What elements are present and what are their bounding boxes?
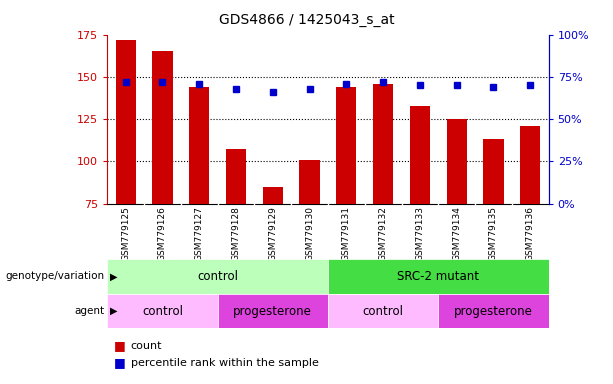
Text: SRC-2 mutant: SRC-2 mutant (397, 270, 479, 283)
Text: GSM779131: GSM779131 (342, 206, 351, 261)
Bar (438, 294, 549, 328)
Bar (520, 126, 541, 204)
Bar (263, 187, 283, 204)
Bar (373, 84, 394, 204)
Bar (107, 259, 328, 294)
Text: control: control (197, 270, 238, 283)
Text: GDS4866 / 1425043_s_at: GDS4866 / 1425043_s_at (219, 13, 394, 27)
Bar (153, 51, 173, 204)
Text: agent: agent (74, 306, 104, 316)
Text: ■: ■ (113, 339, 125, 352)
Text: GSM779130: GSM779130 (305, 206, 314, 261)
Text: GSM779136: GSM779136 (526, 206, 535, 261)
Bar (447, 119, 467, 204)
Text: ▶: ▶ (110, 271, 117, 281)
Bar (299, 160, 320, 204)
Text: GSM779128: GSM779128 (232, 206, 240, 261)
Text: GSM779129: GSM779129 (268, 206, 277, 261)
Text: control: control (363, 305, 403, 318)
Bar (328, 259, 549, 294)
Bar (484, 139, 504, 204)
Bar (328, 294, 438, 328)
Text: GSM779134: GSM779134 (452, 206, 461, 261)
Text: progesterone: progesterone (454, 305, 533, 318)
Text: GSM779135: GSM779135 (489, 206, 498, 261)
Text: genotype/variation: genotype/variation (5, 271, 104, 281)
Text: progesterone: progesterone (234, 305, 312, 318)
Bar (218, 294, 328, 328)
Bar (409, 106, 430, 204)
Text: ▶: ▶ (110, 306, 117, 316)
Text: control: control (142, 305, 183, 318)
Text: percentile rank within the sample: percentile rank within the sample (131, 358, 318, 368)
Bar (189, 87, 210, 204)
Text: GSM779125: GSM779125 (121, 206, 130, 261)
Bar (336, 87, 357, 204)
Text: GSM779127: GSM779127 (195, 206, 204, 261)
Bar (115, 40, 135, 204)
Bar (107, 294, 218, 328)
Text: GSM779132: GSM779132 (379, 206, 387, 261)
Text: GSM779126: GSM779126 (158, 206, 167, 261)
Text: ■: ■ (113, 356, 125, 369)
Text: count: count (131, 341, 162, 351)
Bar (226, 149, 246, 204)
Text: GSM779133: GSM779133 (416, 206, 424, 261)
